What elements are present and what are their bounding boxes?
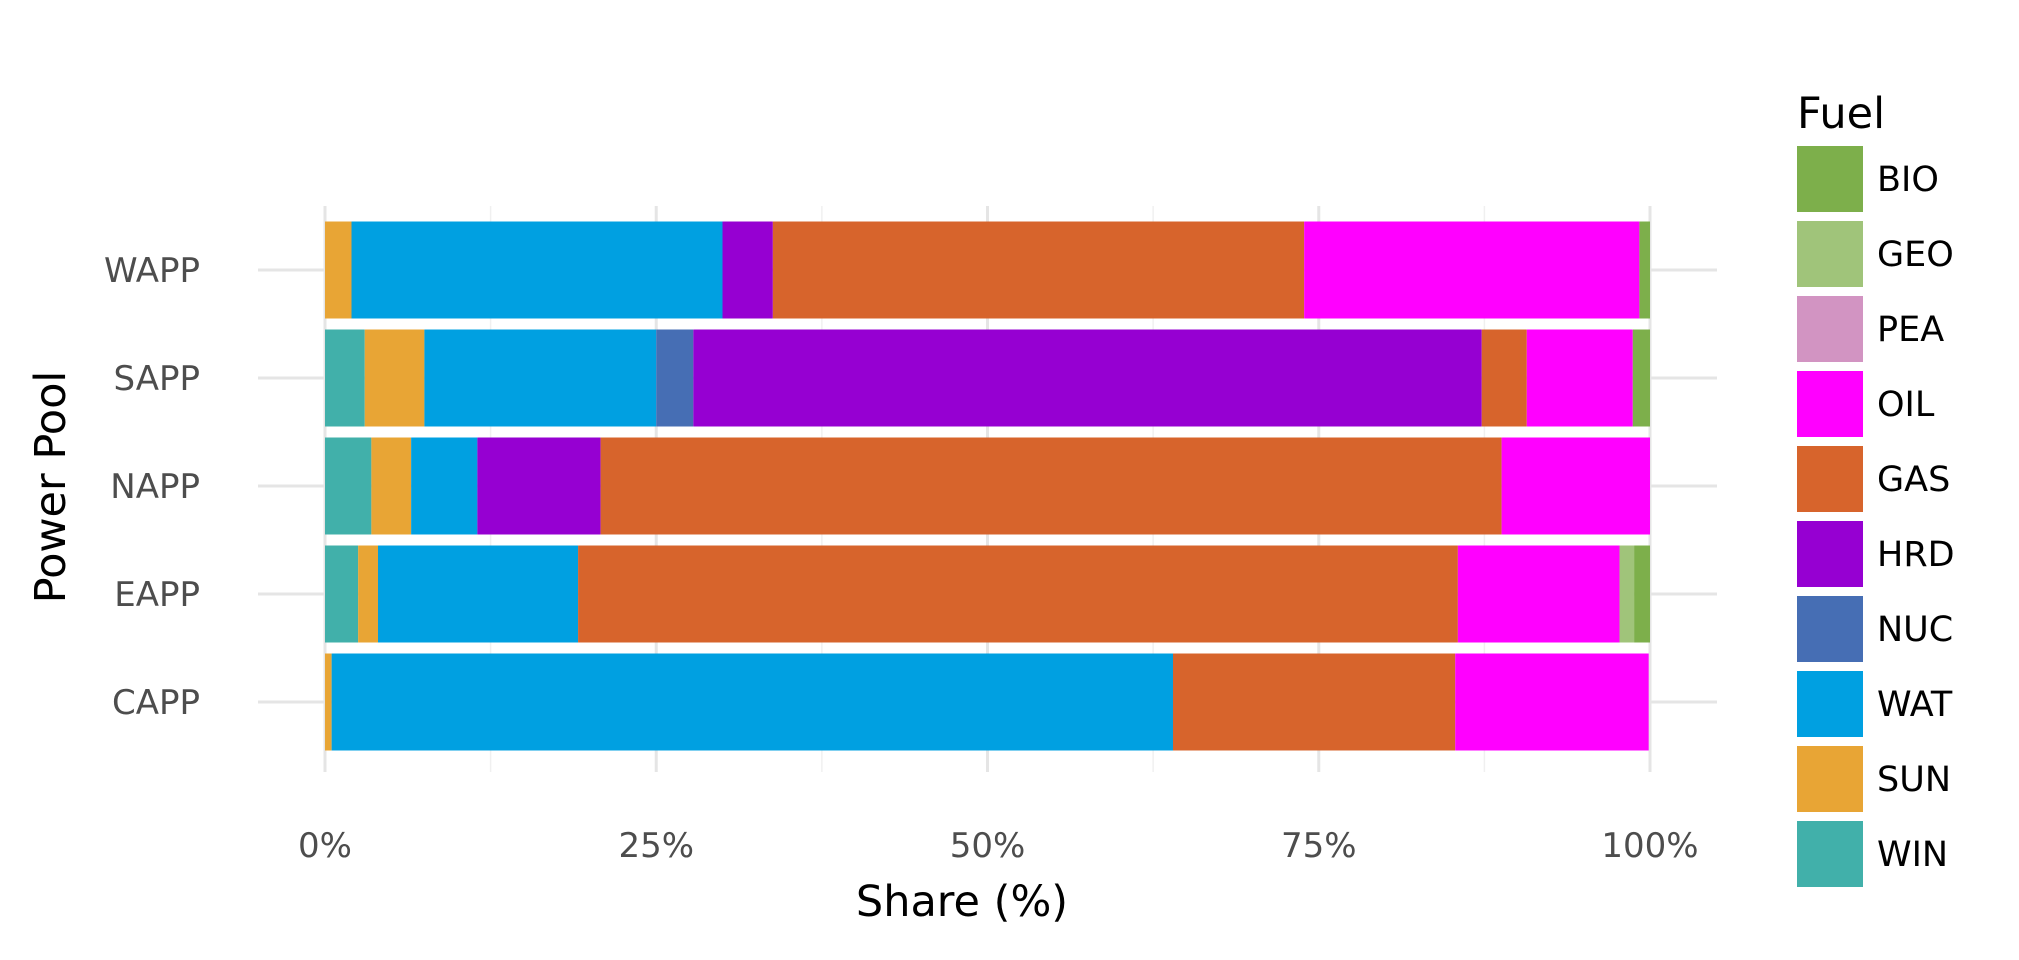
bar-segment-sapp-wat: [424, 329, 657, 427]
legend: Fuel BIO GEO PEA OIL GAS HRD NUC WAT SUN WIN: [1797, 89, 1955, 887]
x-tick-label: 0%: [298, 826, 352, 866]
y-tick-labels: CAPP EAPP NAPP SAPP WAPP: [104, 251, 200, 723]
bar-segment-napp-wat: [411, 437, 478, 535]
x-tick-label: 75%: [1281, 826, 1357, 866]
y-tick-label: EAPP: [114, 575, 200, 615]
bar-segment-wapp-hrd: [722, 221, 773, 319]
bar-segment-sapp-sun: [364, 329, 425, 427]
legend-key-nuc: [1797, 596, 1863, 662]
bars: [325, 221, 1650, 751]
y-tick-label: WAPP: [104, 251, 200, 291]
x-tick-label: 25%: [618, 826, 694, 866]
bar-segment-sapp-win: [325, 329, 365, 427]
legend-key-bio: [1797, 146, 1863, 212]
y-tick-label: SAPP: [114, 359, 200, 399]
bar-segment-eapp-bio: [1634, 545, 1650, 643]
legend-label-hrd: HRD: [1877, 535, 1955, 575]
bar-segment-wapp-bio: [1639, 221, 1650, 319]
x-tick-label: 50%: [950, 826, 1026, 866]
bar-segment-sapp-bio: [1632, 329, 1650, 427]
legend-label-gas: GAS: [1877, 460, 1950, 500]
legend-label-geo: GEO: [1877, 235, 1954, 275]
x-axis-title: Share (%): [856, 877, 1068, 927]
legend-label-oil: OIL: [1877, 385, 1935, 425]
bar-segment-eapp-sun: [358, 545, 378, 643]
bar-segment-wapp-oil: [1304, 221, 1640, 319]
bar-segment-sapp-oil: [1526, 329, 1633, 427]
legend-label-sun: SUN: [1877, 760, 1951, 800]
bar-segment-wapp-wat: [351, 221, 723, 319]
legend-label-nuc: NUC: [1877, 610, 1953, 650]
bar-segment-napp-sun: [371, 437, 412, 535]
legend-key-pea: [1797, 296, 1863, 362]
bar-segment-napp-win: [325, 437, 372, 535]
bar-segment-sapp-gas: [1481, 329, 1527, 427]
legend-key-gas: [1797, 446, 1863, 512]
legend-label-pea: PEA: [1877, 310, 1944, 350]
bar-segment-capp-wat: [331, 653, 1173, 751]
bar-segment-eapp-geo: [1619, 545, 1635, 643]
legend-key-oil: [1797, 371, 1863, 437]
y-axis-title: Power Pool: [26, 371, 76, 604]
legend-label-bio: BIO: [1877, 160, 1939, 200]
bar-segment-wapp-sun: [325, 221, 352, 319]
legend-key-geo: [1797, 221, 1863, 287]
bar-segment-napp-hrd: [477, 437, 601, 535]
bar-segment-eapp-gas: [578, 545, 1458, 643]
legend-label-wat: WAT: [1877, 685, 1953, 725]
y-tick-label: NAPP: [110, 467, 200, 507]
bar-segment-sapp-hrd: [693, 329, 1482, 427]
y-tick-label: CAPP: [112, 683, 200, 723]
bar-segment-eapp-oil: [1457, 545, 1620, 643]
legend-key-hrd: [1797, 521, 1863, 587]
bar-segment-napp-gas: [600, 437, 1502, 535]
x-tick-labels: 0% 25% 50% 75% 100%: [298, 826, 1699, 866]
bar-segment-wapp-gas: [772, 221, 1305, 319]
bar-segment-eapp-win: [325, 545, 359, 643]
bar-segment-capp-gas: [1173, 653, 1456, 751]
bar-segment-capp-sun: [325, 653, 332, 751]
legend-key-wat: [1797, 671, 1863, 737]
bar-segment-eapp-wat: [378, 545, 579, 643]
legend-label-win: WIN: [1877, 835, 1948, 875]
legend-key-win: [1797, 821, 1863, 887]
x-tick-label: 100%: [1601, 826, 1698, 866]
legend-title: Fuel: [1797, 89, 1885, 139]
bar-segment-capp-oil: [1455, 653, 1649, 751]
bar-segment-sapp-nuc: [656, 329, 694, 427]
legend-key-sun: [1797, 746, 1863, 812]
bar-segment-napp-oil: [1501, 437, 1650, 535]
